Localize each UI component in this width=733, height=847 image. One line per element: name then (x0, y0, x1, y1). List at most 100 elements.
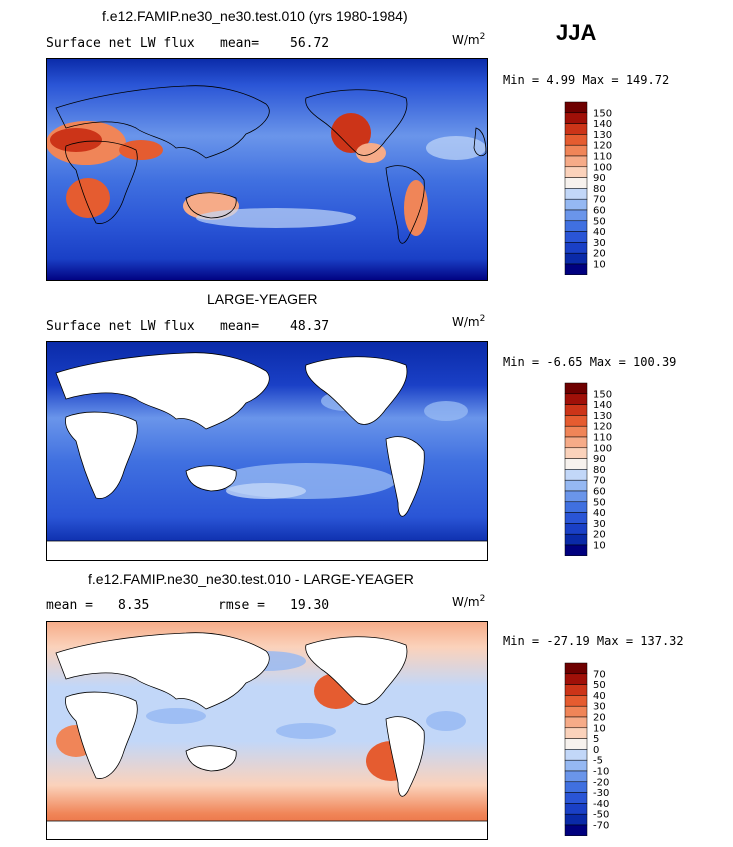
panel1-title: f.e12.FAMIP.ne30_ne30.test.010 (yrs 1980… (102, 8, 408, 24)
colorbar-tick-label: -40 (593, 799, 609, 810)
panel2-map (46, 341, 488, 561)
panel2-mean-value: 48.37 (290, 319, 330, 334)
colorbar-tick-label: 10 (593, 723, 606, 734)
colorbar-tick-label: 130 (593, 130, 612, 141)
panel1-mean-label: mean= (220, 36, 260, 51)
colorbar-swatch (564, 824, 588, 836)
colorbar-swatch (564, 447, 588, 459)
colorbar-swatch (564, 501, 588, 513)
panel3-mean-value: 8.35 (118, 598, 150, 613)
colorbar-tick-label: 60 (593, 206, 606, 217)
colorbar-swatch (564, 705, 588, 718)
colorbar-tick-label: -50 (593, 810, 609, 821)
panel3-title: f.e12.FAMIP.ne30_ne30.test.010 - LARGE-Y… (88, 571, 414, 587)
colorbar-swatch (564, 231, 588, 243)
colorbar-tick-label: 20 (593, 249, 606, 260)
panel3-map (46, 621, 488, 840)
colorbar-tick-label: 30 (593, 702, 606, 713)
colorbar-swatch (564, 188, 588, 200)
colorbar-swatch (564, 738, 588, 750)
colorbar-swatch (564, 781, 588, 793)
colorbar-swatch (564, 479, 588, 492)
colorbar-swatch (564, 716, 588, 729)
colorbar-tick-label: 20 (593, 713, 606, 724)
colorbar-tick-label: 140 (593, 400, 612, 411)
colorbar-tick-label: 60 (593, 487, 606, 498)
colorbar-swatch (564, 263, 588, 275)
colorbar-swatch (564, 425, 588, 438)
colorbar-tick-label: 120 (593, 141, 612, 152)
colorbar-tick-label: 10 (593, 541, 606, 552)
colorbar-tick-label: 5 (593, 734, 599, 745)
colorbar-tick-label: 30 (593, 519, 606, 530)
colorbar-swatch (564, 198, 588, 211)
colorbar-tick-label: 70 (593, 195, 606, 206)
colorbar-swatch (564, 749, 588, 761)
colorbar-tick-label: 120 (593, 422, 612, 433)
panel2-units: W/m2 (452, 314, 486, 329)
panel2-title: LARGE-YEAGER (207, 291, 318, 307)
panel3-rmse-label: rmse = (218, 598, 265, 613)
panel3-rmse-value: 19.30 (290, 598, 330, 613)
colorbar-tick-label: 150 (593, 389, 612, 400)
colorbar-swatch (564, 209, 588, 222)
colorbar-tick-label: 110 (593, 152, 612, 163)
colorbar-swatch (564, 813, 588, 826)
colorbar-swatch (564, 469, 588, 481)
colorbar-swatch (564, 242, 588, 254)
panel3-mean-label: mean = (46, 598, 93, 613)
colorbar-tick-label: -10 (593, 767, 609, 778)
colorbar-tick-label: -30 (593, 788, 609, 799)
panel1-map (46, 58, 488, 281)
colorbar-swatch (564, 166, 588, 178)
colorbar-swatch (564, 458, 588, 470)
colorbar-swatch (564, 684, 588, 696)
colorbar-swatch (564, 727, 588, 739)
panel2-minmax: Min = -6.65 Max = 100.39 (503, 355, 677, 369)
colorbar-swatch (564, 662, 588, 675)
colorbar-tick-label: -70 (593, 821, 609, 832)
colorbar-tick-label: 50 (593, 680, 606, 691)
colorbar-tick-label: 130 (593, 411, 612, 422)
colorbar-swatch (564, 523, 588, 535)
colorbar-tick-label: 50 (593, 497, 606, 508)
colorbar-swatch (564, 101, 588, 114)
colorbar-tick-label: 90 (593, 454, 606, 465)
colorbar-tick-label: 140 (593, 119, 612, 130)
colorbar-swatch (564, 220, 588, 232)
colorbar-tick-label: -20 (593, 777, 609, 788)
colorbar-tick-label: 70 (593, 669, 606, 680)
panel1-minmax: Min = 4.99 Max = 149.72 (503, 73, 670, 87)
colorbar-swatch (564, 155, 588, 168)
colorbar-tick-label: 100 (593, 443, 612, 454)
colorbar-swatch (564, 695, 588, 707)
panel2-mean-label: mean= (220, 319, 260, 334)
colorbar-swatch (564, 144, 588, 157)
colorbar-swatch (564, 533, 588, 546)
colorbar-swatch (564, 112, 588, 124)
colorbar-tick-label: 30 (593, 238, 606, 249)
colorbar-swatch (564, 404, 588, 416)
colorbar-tick-label: 50 (593, 216, 606, 227)
colorbar-swatch (564, 803, 588, 815)
colorbar-tick-label: 110 (593, 433, 612, 444)
colorbar-swatch (564, 123, 588, 135)
colorbar-tick-label: 20 (593, 530, 606, 541)
colorbar-tick-label: 80 (593, 184, 606, 195)
colorbar-swatch (564, 512, 588, 524)
colorbar-swatch (564, 544, 588, 556)
colorbar-tick-label: 70 (593, 476, 606, 487)
panel1-units: W/m2 (452, 32, 486, 47)
colorbar-tick-label: 80 (593, 465, 606, 476)
season-label: JJA (556, 20, 597, 45)
colorbar-tick-label: 100 (593, 162, 612, 173)
panel3-units: W/m2 (452, 594, 486, 609)
colorbar-tick-label: 40 (593, 508, 606, 519)
colorbar-tick-label: -5 (593, 756, 603, 767)
panel1-variable: Surface net LW flux (46, 36, 195, 51)
panel1-mean-value: 56.72 (290, 36, 330, 51)
colorbar-swatch (564, 177, 588, 189)
